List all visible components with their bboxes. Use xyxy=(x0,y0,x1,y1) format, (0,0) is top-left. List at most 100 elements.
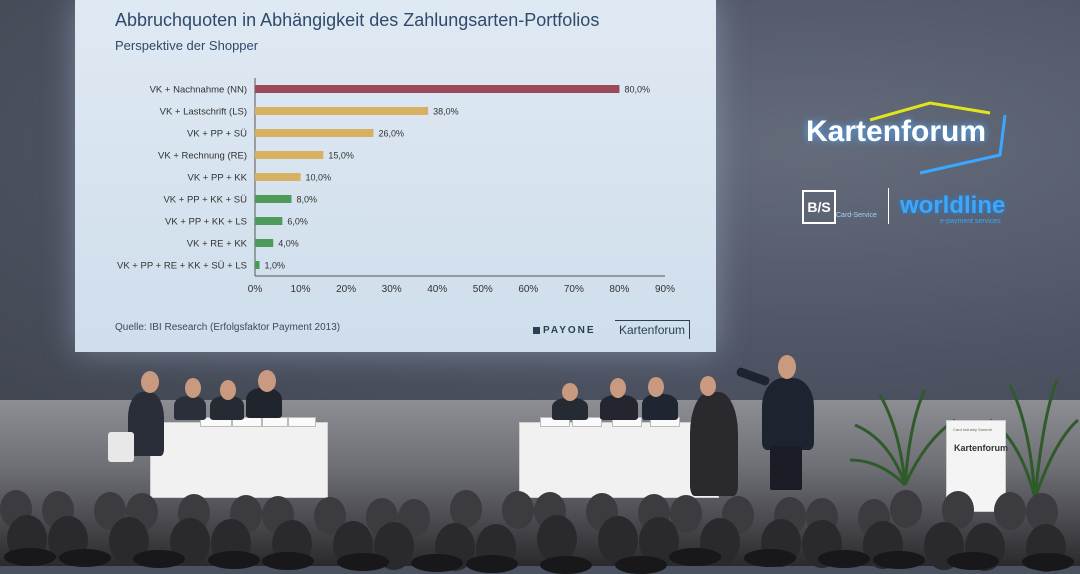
value-label: 15,0% xyxy=(328,151,354,161)
bar xyxy=(255,261,260,269)
x-tick-label: 40% xyxy=(427,284,447,295)
slide-title: Abbruchquoten in Abhängigkeit des Zahlun… xyxy=(115,10,600,30)
swoosh-icon xyxy=(869,101,1007,175)
category-label: VK + Rechnung (RE) xyxy=(158,151,247,162)
kartenforum-small-logo: Kartenforum xyxy=(615,320,691,339)
audience-member xyxy=(502,491,534,530)
value-label: 80,0% xyxy=(624,85,650,95)
bar xyxy=(255,107,429,115)
audience-member xyxy=(1021,553,1074,571)
audience-member xyxy=(411,554,463,572)
panelist xyxy=(552,398,588,420)
audience-member xyxy=(336,553,389,571)
panelist-head xyxy=(610,378,626,398)
value-label: 1,0% xyxy=(265,261,286,271)
panelist xyxy=(690,392,738,496)
panelist-head xyxy=(220,380,236,400)
x-tick-label: 80% xyxy=(609,284,629,295)
panelist-head xyxy=(141,371,159,393)
value-label: 6,0% xyxy=(287,217,308,227)
value-label: 8,0% xyxy=(296,195,317,205)
audience-member xyxy=(743,549,796,567)
slide-subtitle: Perspektive der Shopper xyxy=(115,38,259,53)
bs-sublabel: Card-Service xyxy=(836,212,877,219)
audience-member xyxy=(262,552,314,570)
bar xyxy=(255,173,301,181)
lectern: Card Industry Summit Kartenforum xyxy=(946,420,1009,512)
x-tick-label: 90% xyxy=(655,284,675,295)
worldline-logo: worldline xyxy=(900,192,1006,219)
panelist xyxy=(600,395,638,420)
audience-member xyxy=(872,551,925,569)
audience-member xyxy=(890,490,922,529)
x-tick-label: 60% xyxy=(518,284,538,295)
worldline-sublabel: e-payment services xyxy=(940,218,1001,225)
panelist xyxy=(210,396,244,420)
nameplate xyxy=(288,417,316,427)
category-label: VK + PP + KK + LS xyxy=(165,217,247,228)
panelist xyxy=(128,392,164,456)
audience-member xyxy=(133,550,185,568)
audience-member xyxy=(818,550,870,568)
category-label: VK + RE + KK xyxy=(187,239,248,250)
audience-member xyxy=(465,555,518,573)
category-label: VK + PP + RE + KK + SÜ + LS xyxy=(117,261,247,272)
x-tick-label: 0% xyxy=(248,284,263,295)
slide-source: Quelle: IBI Research (Erfolgsfaktor Paym… xyxy=(115,322,341,333)
panelist xyxy=(246,388,282,418)
audience-member xyxy=(4,548,56,566)
lectern-top-text: Card Industry Summit xyxy=(953,427,992,432)
chair xyxy=(108,432,134,462)
value-label: 26,0% xyxy=(378,129,404,139)
category-label: VK + PP + KK + SÜ xyxy=(163,195,247,206)
payone-icon xyxy=(533,327,540,334)
panelist-head xyxy=(648,377,664,397)
logo-divider xyxy=(888,188,889,224)
bar xyxy=(255,85,620,93)
lectern-logo: Kartenforum xyxy=(954,443,1009,453)
x-tick-label: 30% xyxy=(382,284,402,295)
x-tick-label: 70% xyxy=(564,284,584,295)
value-label: 4,0% xyxy=(278,239,299,249)
value-label: 10,0% xyxy=(306,173,332,183)
audience-member xyxy=(614,556,667,574)
bar xyxy=(255,195,292,203)
panelist xyxy=(174,396,206,420)
speaker xyxy=(762,378,814,450)
panelist-head xyxy=(258,370,276,392)
category-label: VK + PP + KK xyxy=(187,173,247,184)
category-label: VK + Lastschrift (LS) xyxy=(160,107,247,118)
x-tick-label: 20% xyxy=(336,284,356,295)
kartenforum-logo-text: Kartenforum xyxy=(806,115,987,148)
audience-member xyxy=(450,490,482,529)
nameplate xyxy=(262,417,288,427)
projection-screen: Abbruchquoten in Abhängigkeit des Zahlun… xyxy=(75,0,716,352)
category-label: VK + Nachnahme (NN) xyxy=(150,85,247,96)
value-label: 38,0% xyxy=(433,107,459,117)
panelist-head xyxy=(700,376,716,396)
audience-member xyxy=(669,548,721,566)
bar xyxy=(255,217,283,225)
bar xyxy=(255,151,324,159)
speaker-legs xyxy=(770,446,802,490)
bar xyxy=(255,129,374,137)
audience-member xyxy=(207,551,260,569)
bar xyxy=(255,239,274,247)
payone-logo: PAYONE xyxy=(533,325,596,336)
bar-chart: VK + Nachnahme (NN) 80,0% VK + Lastschrift… xyxy=(117,78,675,295)
category-label: VK + PP + SÜ xyxy=(187,129,247,140)
panelist xyxy=(642,394,678,420)
audience-member xyxy=(994,492,1026,531)
audience-member xyxy=(540,556,592,574)
payone-label: PAYONE xyxy=(543,325,596,336)
audience-member xyxy=(537,515,577,563)
x-tick-label: 10% xyxy=(291,284,311,295)
plant xyxy=(850,389,956,487)
panelist-head xyxy=(562,383,578,401)
panelist-head xyxy=(185,378,201,398)
panel-table-left xyxy=(150,422,328,498)
bs-logo: B/S xyxy=(802,190,836,224)
event-logo: Kartenforum B/S Card-Service worldline e… xyxy=(800,90,1030,240)
audience-member xyxy=(947,552,999,570)
audience-member xyxy=(58,549,111,567)
